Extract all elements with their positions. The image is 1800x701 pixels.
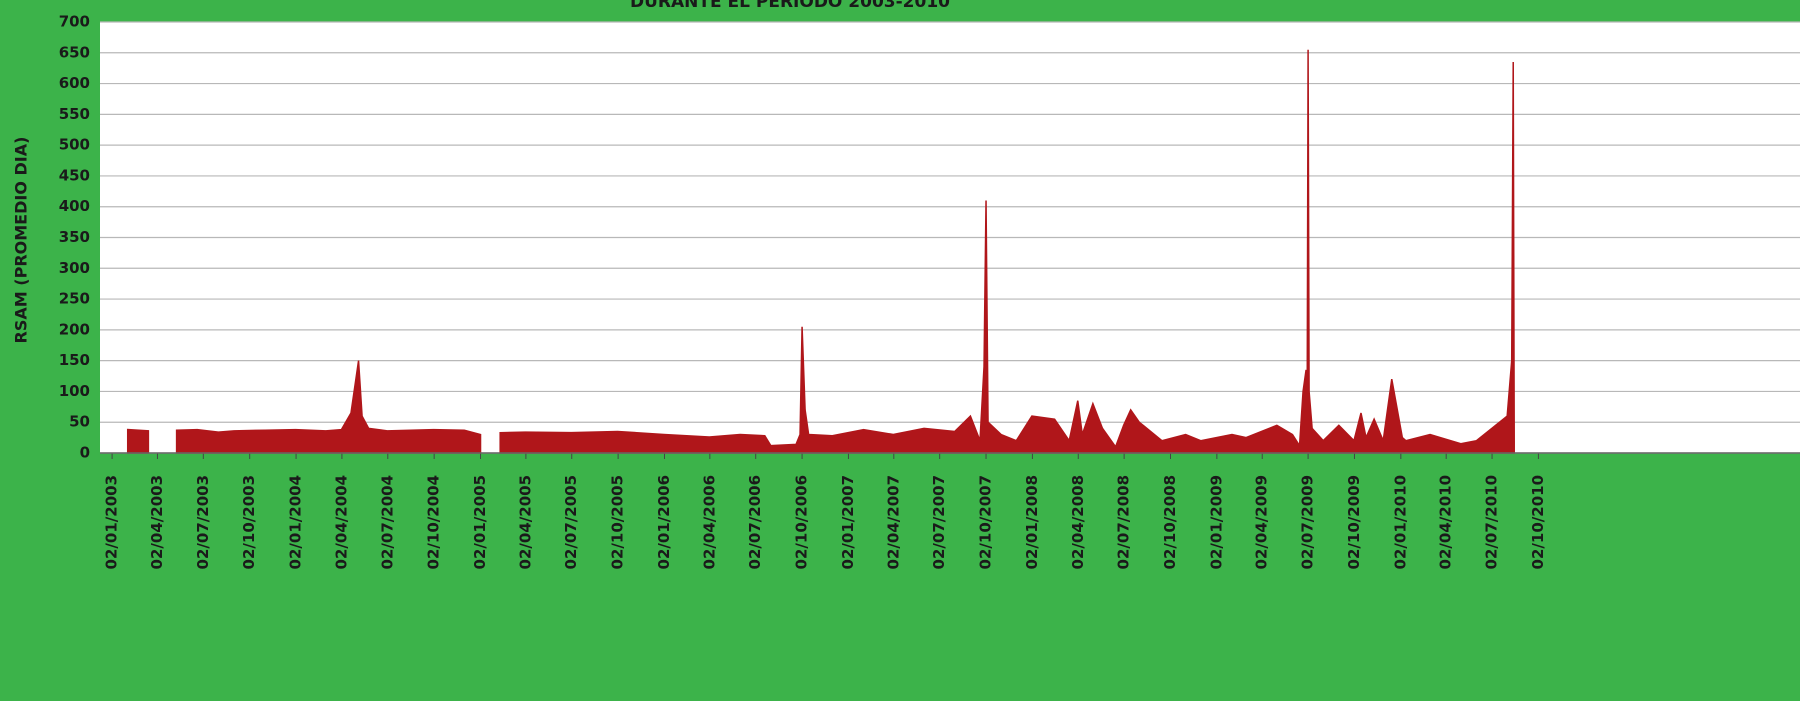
y-tick-label: 0: [80, 444, 90, 462]
x-tick-label: 02/04/2006: [700, 475, 718, 569]
x-tick-label: 02/04/2009: [1253, 475, 1271, 569]
x-tick-label: 02/07/2007: [930, 475, 948, 569]
y-tick-label: 650: [59, 43, 90, 61]
x-tick-label: 02/07/2010: [1483, 475, 1501, 569]
x-tick-label: 02/01/2008: [1023, 475, 1041, 569]
x-tick-label: 02/01/2003: [103, 475, 121, 569]
y-tick-label: 50: [69, 413, 90, 431]
x-tick-label: 02/10/2003: [240, 475, 258, 569]
chart-title: DURANTE EL PERIODO 2003-2010: [630, 0, 950, 12]
x-tick-label: 02/07/2005: [562, 475, 580, 569]
x-tick-label: 02/01/2010: [1391, 475, 1409, 569]
y-tick-label: 550: [59, 105, 90, 123]
x-tick-label: 02/10/2006: [793, 475, 811, 569]
y-tick-label: 100: [59, 382, 90, 400]
x-tick-label: 02/01/2007: [839, 475, 857, 569]
y-tick-label: 300: [59, 259, 90, 277]
x-tick-label: 02/07/2009: [1299, 475, 1317, 569]
y-tick-label: 450: [59, 166, 90, 184]
x-tick-label: 02/04/2007: [884, 475, 902, 569]
y-axis-label: RSAM (PROMEDIO DIA): [12, 137, 31, 344]
x-tick-label: 02/10/2005: [609, 475, 627, 569]
x-tick-label: 02/01/2005: [471, 475, 489, 569]
y-tick-label: 250: [59, 290, 90, 308]
x-tick-label: 02/04/2004: [332, 475, 350, 569]
rsam-area: [175, 360, 482, 454]
x-tick-label: 02/04/2003: [148, 475, 166, 569]
x-tick-label: 02/04/2008: [1069, 475, 1087, 569]
x-tick-label: 02/07/2008: [1115, 475, 1133, 569]
y-tick-label: 600: [59, 74, 90, 92]
x-tick-label: 02/07/2004: [378, 475, 396, 569]
x-tick-label: 02/10/2004: [425, 475, 443, 569]
x-tick-label: 02/10/2009: [1345, 475, 1363, 569]
y-tick-label: 350: [59, 228, 90, 246]
rsam-area: [126, 428, 150, 454]
x-tick-label: 02/10/2008: [1161, 475, 1179, 569]
x-tick-label: 02/04/2010: [1437, 475, 1455, 569]
y-tick-label: 200: [59, 320, 90, 338]
x-tick-label: 02/07/2003: [194, 475, 212, 569]
x-tick-label: 02/07/2006: [746, 475, 764, 569]
x-tick-label: 02/01/2004: [287, 475, 305, 569]
x-tick-label: 02/01/2009: [1207, 475, 1225, 569]
x-tick-label: 02/01/2006: [655, 475, 673, 569]
y-tick-label: 150: [59, 351, 90, 369]
x-tick-label: 02/10/2007: [977, 475, 995, 569]
x-tick-label: 02/10/2010: [1529, 475, 1547, 569]
y-tick-label: 500: [59, 136, 90, 154]
y-tick-label: 700: [59, 13, 90, 31]
rsam-area: [499, 49, 1515, 454]
x-tick-label: 02/04/2005: [516, 475, 534, 569]
y-tick-label: 400: [59, 197, 90, 215]
